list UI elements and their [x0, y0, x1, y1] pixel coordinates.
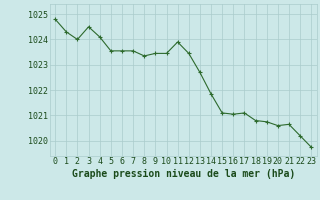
X-axis label: Graphe pression niveau de la mer (hPa): Graphe pression niveau de la mer (hPa): [72, 169, 295, 179]
